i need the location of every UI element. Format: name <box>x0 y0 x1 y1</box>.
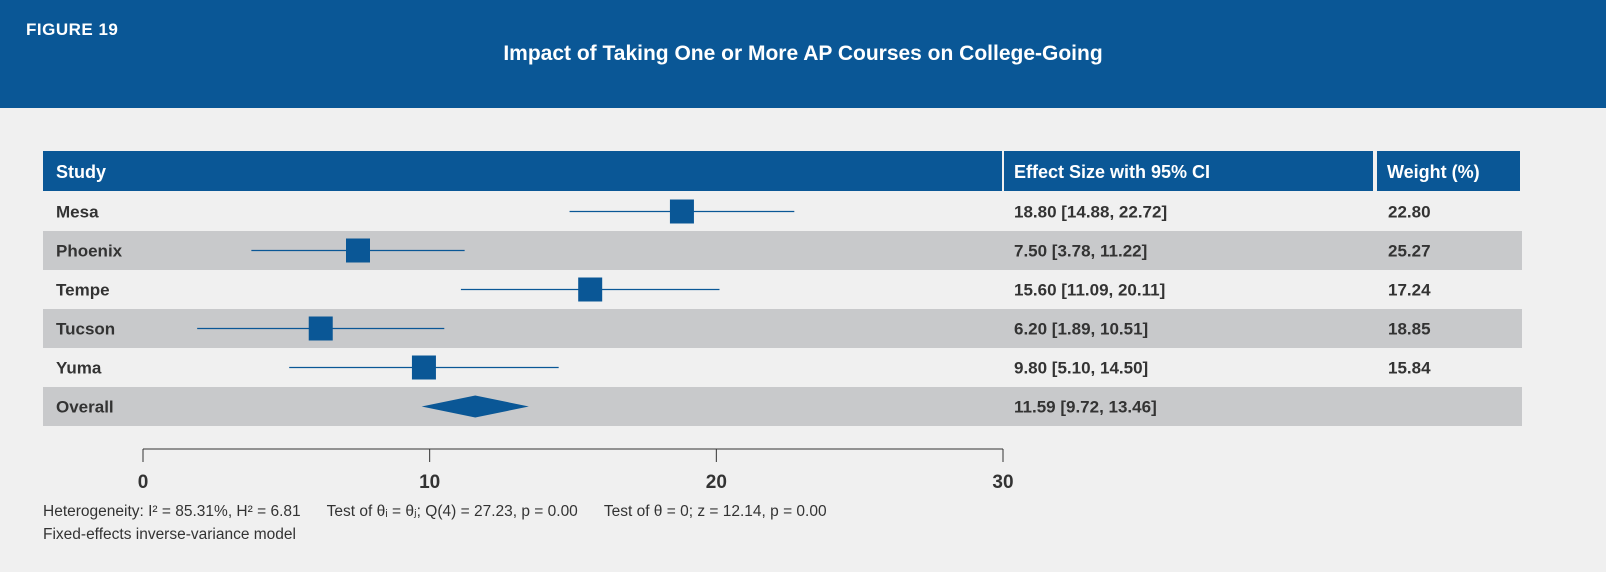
x-tick-label: 10 <box>419 472 440 493</box>
header-cell-weight <box>1377 151 1520 191</box>
study-effect-ci: 15.60 [11.09, 20.11] <box>1014 281 1165 300</box>
study-weight: 25.27 <box>1388 242 1431 261</box>
x-tick-label: 20 <box>706 472 727 493</box>
overall-diamond <box>421 395 529 418</box>
study-label: Mesa <box>56 203 99 222</box>
effect-marker <box>308 316 333 341</box>
study-effect-ci: 9.80 [5.10, 14.50] <box>1014 359 1148 378</box>
header-cell-effect <box>1004 151 1373 191</box>
heterogeneity-note: Heterogeneity: I² = 85.31%, H² = 6.81 <box>43 503 301 520</box>
study-label: Yuma <box>56 359 102 378</box>
header-cell-study <box>43 151 1002 191</box>
x-tick-label: 0 <box>138 472 149 493</box>
study-weight: 17.24 <box>1388 281 1431 300</box>
column-header-study: Study <box>56 162 106 182</box>
x-tick-label: 30 <box>992 472 1013 493</box>
overall-label: Overall <box>56 398 114 417</box>
effect-marker <box>346 238 370 263</box>
study-label: Tempe <box>56 281 110 300</box>
study-weight: 15.84 <box>1388 359 1431 378</box>
study-weight: 22.80 <box>1388 203 1431 222</box>
row-shade <box>43 387 1522 426</box>
study-effect-ci: 7.50 [3.78, 11.22] <box>1014 242 1147 261</box>
test-theta-zero-note: Test of θ = 0; z = 12.14, p = 0.00 <box>603 503 827 520</box>
figure-title: Impact of Taking One or More AP Courses … <box>503 42 1103 65</box>
effect-marker <box>411 355 436 380</box>
column-header-weight: Weight (%) <box>1387 162 1480 182</box>
overall-effect-ci: 11.59 [9.72, 13.46] <box>1014 398 1157 417</box>
effect-marker <box>669 199 694 224</box>
statistics-notes: Heterogeneity: I² = 85.31%, H² = 6.81 Te… <box>43 502 849 521</box>
study-label: Phoenix <box>56 242 123 261</box>
study-label: Tucson <box>56 320 115 339</box>
study-effect-ci: 6.20 [1.89, 10.51] <box>1014 320 1148 339</box>
effect-marker <box>578 277 603 302</box>
column-header-effect: Effect Size with 95% CI <box>1014 162 1210 182</box>
figure-banner: FIGURE 19 Impact of Taking One or More A… <box>0 0 1606 108</box>
study-weight: 18.85 <box>1388 320 1431 339</box>
model-note: Fixed-effects inverse-variance model <box>43 526 296 543</box>
study-effect-ci: 18.80 [14.88, 22.72] <box>1014 203 1167 222</box>
test-theta-equal-note: Test of θᵢ = θⱼ; Q(4) = 27.23, p = 0.00 <box>326 503 578 520</box>
figure-label: FIGURE 19 <box>26 20 119 39</box>
